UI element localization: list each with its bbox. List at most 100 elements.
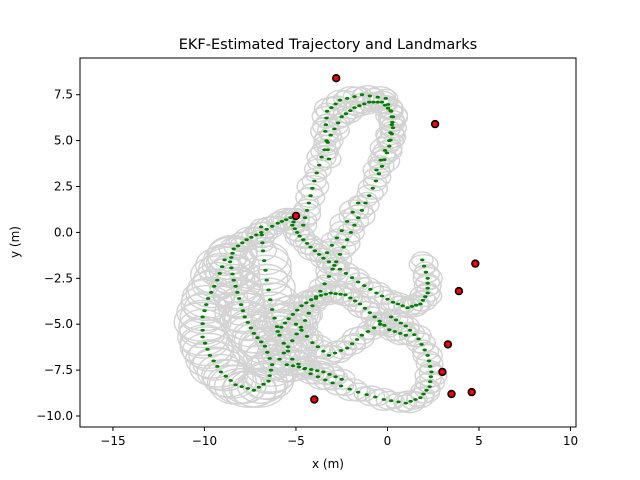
trajectory-point	[390, 115, 396, 119]
trajectory-point	[326, 157, 332, 161]
trajectory-point	[389, 123, 394, 127]
uncertainty-ellipse	[307, 154, 333, 172]
trajectory-point	[248, 326, 253, 330]
uncertainty-ellipse	[237, 330, 296, 371]
trajectory-point	[335, 121, 341, 125]
trajectory-point	[348, 109, 353, 112]
trajectory-point	[205, 347, 210, 351]
uncertainty-ellipse	[409, 284, 443, 308]
y-tick-label: −7.5	[44, 363, 73, 377]
trajectory-point	[317, 163, 322, 167]
trajectory-point	[233, 383, 238, 387]
trajectory-point	[338, 292, 343, 296]
trajectory-point	[279, 220, 285, 223]
trajectory-point	[310, 304, 315, 308]
trajectory-point	[339, 115, 344, 119]
trajectory-point	[267, 357, 272, 360]
trajectory-point	[200, 322, 205, 325]
uncertainty-ellipse	[339, 199, 370, 221]
trajectory-point	[359, 209, 365, 212]
uncertainty-ellipse	[270, 207, 304, 231]
uncertainty-ellipse	[365, 313, 396, 335]
trajectory-point	[317, 253, 322, 256]
trajectory-point	[323, 378, 328, 382]
trajectory-point	[207, 354, 213, 357]
uncertainty-ellipse	[370, 316, 391, 332]
trajectory-point	[268, 298, 273, 302]
trajectory-point	[334, 236, 339, 240]
trajectory-point	[239, 385, 244, 388]
trajectory-point	[333, 375, 338, 379]
trajectory-point	[282, 321, 288, 325]
trajectory-point	[382, 149, 388, 152]
trajectory-point	[298, 325, 304, 329]
trajectory-point	[230, 251, 235, 255]
uncertainty-ellipse	[405, 391, 428, 407]
trajectory-point	[354, 338, 360, 341]
trajectory-point	[428, 375, 433, 379]
landmark-point	[430, 119, 440, 129]
trajectory-point	[284, 218, 289, 222]
trajectory-point	[237, 297, 242, 300]
landmark-point	[438, 367, 447, 377]
trajectory-point	[274, 325, 280, 328]
uncertainty-ellipse	[366, 314, 394, 334]
trajectory-point	[312, 179, 317, 183]
trajectory-point	[400, 304, 405, 308]
trajectory-point	[275, 330, 280, 333]
uncertainty-ellipse	[270, 294, 320, 331]
trajectory-point	[388, 131, 393, 135]
trajectory-point	[217, 272, 222, 275]
trajectory-point	[266, 288, 271, 292]
trajectory-point	[215, 278, 220, 282]
trajectory-point	[387, 328, 392, 332]
trajectory-point	[337, 98, 343, 102]
trajectory-point	[323, 123, 329, 127]
trajectory-point	[308, 194, 313, 198]
trajectory-point	[240, 241, 245, 245]
y-tick-label: 5.0	[54, 134, 73, 148]
trajectory-point	[364, 393, 369, 396]
trajectory-point	[309, 298, 314, 302]
trajectory-point	[379, 294, 385, 298]
uncertainty-ellipse	[327, 228, 350, 244]
trajectory-point	[302, 366, 308, 370]
trajectory-point	[359, 93, 365, 97]
uncertainty-ellipse	[300, 287, 332, 311]
trajectory-point	[425, 276, 430, 280]
uncertainty-ellipse	[267, 215, 288, 231]
trajectory-point	[324, 251, 330, 255]
landmarks	[291, 73, 480, 404]
trajectory-point	[408, 399, 413, 403]
trajectory-point	[244, 238, 249, 242]
uncertainty-ellipse	[356, 184, 384, 204]
trajectory-point	[215, 365, 220, 368]
trajectory-point	[302, 319, 308, 322]
trajectory-point	[425, 354, 430, 357]
trajectory-point	[349, 276, 355, 280]
trajectory-point	[326, 354, 332, 357]
y-tick-label: 2.5	[54, 180, 73, 194]
trajectory-point	[385, 106, 391, 110]
trajectory-point	[200, 315, 205, 319]
trajectory-point	[345, 346, 350, 350]
uncertainty-ellipse	[296, 174, 330, 198]
trajectory-point	[277, 333, 282, 337]
trajectory-point	[227, 260, 233, 264]
uncertainty-ellipse	[323, 374, 355, 396]
trajectory-point	[341, 245, 346, 249]
trajectory-point	[229, 266, 234, 270]
uncertainty-ellipse	[289, 214, 318, 236]
trajectory-point	[321, 256, 326, 260]
uncertainty-ellipse	[345, 382, 371, 402]
uncertainty-ellipse	[235, 230, 259, 249]
landmark-point	[291, 211, 301, 221]
trajectory-point	[242, 315, 247, 319]
trajectory-point	[345, 220, 350, 223]
trajectory-point	[371, 326, 377, 330]
trajectory-point	[259, 233, 264, 237]
uncertainty-ellipse	[319, 366, 346, 386]
trajectory-point	[220, 265, 225, 269]
trajectory-point	[392, 330, 397, 333]
trajectory-point	[322, 148, 327, 152]
